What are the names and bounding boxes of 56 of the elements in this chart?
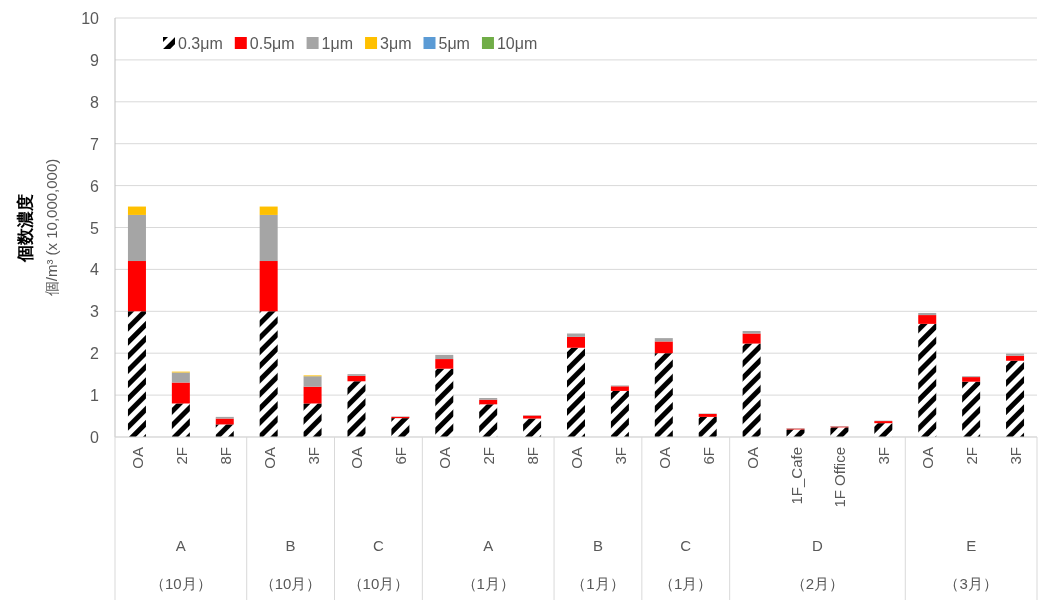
x-tick-label: 1F_Cafe	[787, 447, 805, 505]
x-tick-label: OA	[655, 447, 673, 469]
x-tick-label: 2F	[963, 447, 981, 465]
x-tick-label: OA	[919, 447, 937, 469]
y-axis-title: 個数濃度	[16, 193, 35, 263]
text: （1月）	[571, 575, 625, 592]
y-tick-label: 5	[90, 219, 100, 237]
text: （3月）	[944, 575, 998, 592]
legend-label: 10μm	[496, 35, 538, 52]
text: （1月）	[461, 575, 515, 592]
legend-label: 5μm	[438, 35, 470, 52]
text: C	[373, 537, 385, 554]
text: （1月）	[659, 575, 713, 592]
text: A	[175, 537, 186, 554]
text: （10月）	[347, 575, 410, 592]
y-tick-label: 8	[90, 93, 100, 111]
y-tick-label: 3	[90, 303, 100, 321]
x-tick-label: OA	[436, 447, 454, 469]
x-tick-label: 3F	[1007, 447, 1025, 465]
x-tick-label: OA	[260, 447, 278, 469]
x-tick-label: 8F	[524, 447, 542, 465]
legend-label: 0.3μm	[178, 35, 223, 52]
text: B	[592, 537, 603, 554]
x-tick-label: 1F Office	[831, 447, 849, 508]
y-tick-label: 1	[90, 387, 100, 405]
x-tick-label: OA	[348, 447, 366, 469]
y-tick-label: 7	[90, 135, 100, 153]
text: D	[812, 537, 824, 554]
text: B	[285, 537, 296, 554]
legend-label: 1μm	[321, 35, 354, 52]
x-tick-label: 3F	[304, 447, 322, 465]
x-tick-label: 6F	[699, 447, 717, 465]
x-tick-label: 3F	[875, 447, 893, 465]
text: （10月）	[259, 575, 322, 592]
text: 個/m³ (x 10,000,000)	[43, 158, 60, 297]
y-tick-label: 4	[90, 261, 100, 279]
x-tick-label: OA	[128, 447, 146, 469]
x-tick-label: 2F	[172, 447, 190, 465]
legend-label: 0.5μm	[249, 35, 295, 52]
x-tick-label: 6F	[392, 447, 410, 465]
text: （10月）	[150, 575, 212, 592]
text: A	[483, 537, 494, 554]
y-tick-label: 2	[90, 345, 100, 363]
text: （2月）	[790, 575, 845, 592]
x-tick-label: OA	[743, 447, 761, 469]
y-tick-label: 0	[90, 429, 100, 446]
y-tick-label: 6	[90, 177, 100, 195]
text: C	[680, 537, 692, 554]
x-tick-label: 2F	[480, 447, 498, 465]
text: E	[966, 537, 977, 554]
y-tick-label: 9	[90, 51, 100, 69]
legend-label: 3μm	[380, 35, 412, 52]
y-tick-label: 10	[81, 10, 100, 27]
x-tick-label: OA	[568, 447, 585, 469]
x-tick-label: 3F	[611, 447, 629, 465]
x-tick-label: 8F	[216, 447, 234, 465]
